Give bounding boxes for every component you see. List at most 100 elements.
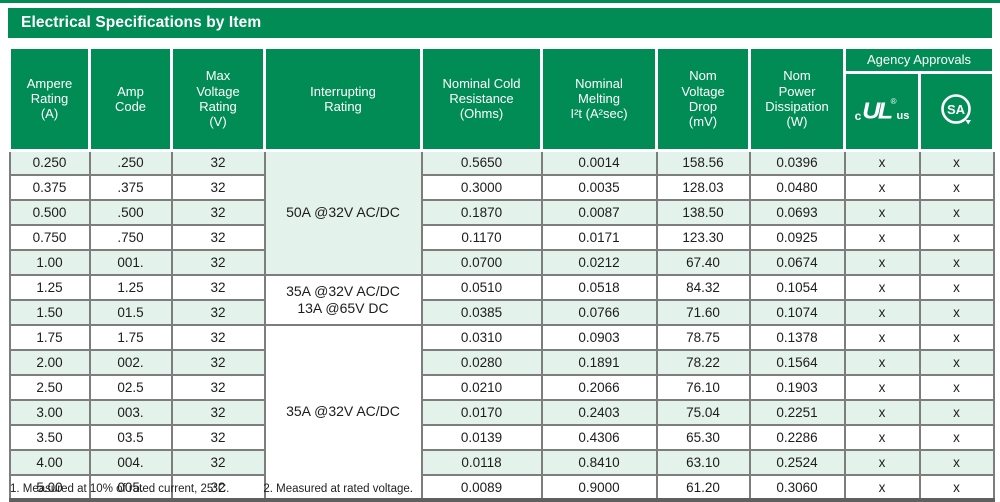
resistance-cell: 0.0210	[420, 374, 543, 402]
table-row: 2.50 02.5 32 0.0210 0.2066 76.10 0.1903 x x	[8, 374, 995, 402]
svg-text:SA: SA	[946, 102, 965, 117]
melting-i2t-cell: 0.0212	[540, 249, 658, 277]
csa-approval-cell: x	[918, 399, 995, 427]
amp-code-cell: 002.	[88, 349, 173, 377]
column-header-amp-code: Amp Code	[88, 46, 173, 152]
power-dissipation-cell: 0.1903	[748, 374, 846, 402]
amp-code-cell: 004.	[88, 449, 173, 477]
voltage-drop-cell: 123.30	[655, 224, 751, 252]
ul-approval-cell: x	[843, 299, 921, 327]
voltage-drop-cell: 138.50	[655, 199, 751, 227]
voltage-drop-cell: 84.32	[655, 274, 751, 302]
amp-code-cell: .250	[88, 149, 173, 177]
amp-code-cell: 01.5	[88, 299, 173, 327]
interrupting-rating-cell: 35A @32V AC/DC	[263, 324, 423, 502]
ul-approval-cell: x	[843, 349, 921, 377]
column-header-power-dissipation: Nom Power Dissipation (W)	[748, 46, 846, 152]
voltage-drop-cell: 158.56	[655, 149, 751, 177]
ul-approval-cell: x	[843, 324, 921, 352]
table-row: 5.00 005. 32 0.0089 0.9000 61.20 0.3060 x x	[8, 474, 995, 502]
ul-approval-cell: x	[843, 174, 921, 202]
column-header-csa-approval: SA	[917, 71, 996, 152]
table-row: 0.500.500 32 0.1870 0.0087 138.50 0.0693 x x	[8, 199, 995, 227]
table-row: 0.250.250 32 50A @32V AC/DC 0.5650 0.0014 158…	[8, 149, 995, 277]
melting-i2t-cell: 0.0766	[540, 299, 658, 327]
power-dissipation-cell: 0.2286	[748, 424, 846, 452]
voltage-drop-cell: 76.10	[655, 374, 751, 402]
csa-approval-cell: x	[918, 249, 995, 277]
voltage-drop-cell: 63.10	[655, 449, 751, 477]
voltage-drop-cell: 78.75	[655, 324, 751, 352]
page-title: Electrical Specifications by Item	[21, 14, 262, 31]
resistance-cell: 0.1870	[420, 199, 543, 227]
ul-approval-cell: x	[843, 449, 921, 477]
melting-i2t-cell: 0.0518	[540, 274, 658, 302]
resistance-cell: 0.0139	[420, 424, 543, 452]
csa-approval-cell: x	[918, 374, 995, 402]
csa-approval-cell: x	[918, 299, 995, 327]
ampere-rating-cell: 3.00	[8, 399, 91, 427]
melting-i2t-cell: 0.2066	[540, 374, 658, 402]
voltage-drop-cell: 78.22	[655, 349, 751, 377]
footnote-2: 2. Measured at rated voltage.	[263, 483, 413, 495]
top-accent-line	[0, 0, 1000, 3]
column-header-max-voltage: Max Voltage Rating (V)	[170, 46, 266, 152]
melting-i2t-cell: 0.0903	[540, 324, 658, 352]
resistance-cell: 0.0089	[420, 474, 543, 502]
ampere-rating-cell: 0.375	[8, 174, 91, 202]
ampere-rating-cell: 3.50	[8, 424, 91, 452]
table-row: 1.50 01.5 32 0.0385 0.0766 71.60 0.1074 x x	[8, 299, 995, 327]
resistance-cell: 0.0700	[420, 249, 543, 277]
melting-i2t-cell: 0.9000	[540, 474, 658, 502]
csa-approval-cell: x	[918, 274, 995, 302]
max-voltage-cell: 32	[170, 424, 266, 452]
resistance-cell: 0.3000	[420, 174, 543, 202]
amp-code-cell: 003.	[88, 399, 173, 427]
voltage-drop-cell: 65.30	[655, 424, 751, 452]
csa-approval-cell: x	[918, 224, 995, 252]
table-row: 0.750.750 32 0.1170 0.0171 123.30 0.0925 x x	[8, 224, 995, 252]
amp-code-cell: 1.25	[88, 274, 173, 302]
ampere-rating-cell: 1.50	[8, 299, 91, 327]
table-row: 1.75 1.75 32 35A @32V AC/DC 0.0310 0.0903 78.7…	[8, 324, 995, 502]
melting-i2t-cell: 0.1891	[540, 349, 658, 377]
melting-i2t-cell: 0.0087	[540, 199, 658, 227]
column-header-interrupting-rating: Interrupting Rating	[263, 46, 423, 152]
resistance-cell: 0.0385	[420, 299, 543, 327]
amp-code-cell: 001.	[88, 249, 173, 277]
melting-i2t-cell: 0.0035	[540, 174, 658, 202]
ampere-rating-cell: 2.50	[8, 374, 91, 402]
csa-approval-cell: x	[918, 449, 995, 477]
power-dissipation-cell: 0.1378	[748, 324, 846, 352]
power-dissipation-cell: 0.1054	[748, 274, 846, 302]
table-row: 1.00 001. 32 0.0700 0.0212 67.40 0.0674 x x	[8, 249, 995, 277]
max-voltage-cell: 32	[170, 449, 266, 477]
power-dissipation-cell: 0.0674	[748, 249, 846, 277]
ul-approval-cell: x	[843, 424, 921, 452]
power-dissipation-cell: 0.2251	[748, 399, 846, 427]
resistance-cell: 0.0118	[420, 449, 543, 477]
csa-approval-cell: x	[918, 424, 995, 452]
ampere-rating-cell: 1.00	[8, 249, 91, 277]
footnotes: 1. Measured at 10% of rated current, 25°…	[10, 483, 990, 495]
power-dissipation-cell: 0.0925	[748, 224, 846, 252]
csa-approval-cell: x	[918, 349, 995, 377]
power-dissipation-cell: 0.0693	[748, 199, 846, 227]
amp-code-cell: .500	[88, 199, 173, 227]
ampere-rating-cell: 0.250	[8, 149, 91, 177]
ampere-rating-cell: 1.75	[8, 324, 91, 352]
melting-i2t-cell: 0.8410	[540, 449, 658, 477]
ul-approval-cell: x	[843, 274, 921, 302]
ul-approval-cell: x	[843, 199, 921, 227]
amp-code-cell: 02.5	[88, 374, 173, 402]
melting-i2t-cell: 0.4306	[540, 424, 658, 452]
column-header-ul-approval: c UL ® us	[843, 71, 921, 152]
resistance-cell: 0.0310	[420, 324, 543, 352]
csa-approval-cell: x	[918, 149, 995, 177]
section-title-bar: Electrical Specifications by Item	[8, 8, 992, 38]
amp-code-cell: 03.5	[88, 424, 173, 452]
column-header-cold-resistance: Nominal Cold Resistance (Ohms)	[420, 46, 543, 152]
interrupting-rating-cell: 35A @32V AC/DC 13A @65V DC	[263, 274, 423, 327]
amp-code-cell: .375	[88, 174, 173, 202]
column-header-voltage-drop: Nom Voltage Drop (mV)	[655, 46, 751, 152]
